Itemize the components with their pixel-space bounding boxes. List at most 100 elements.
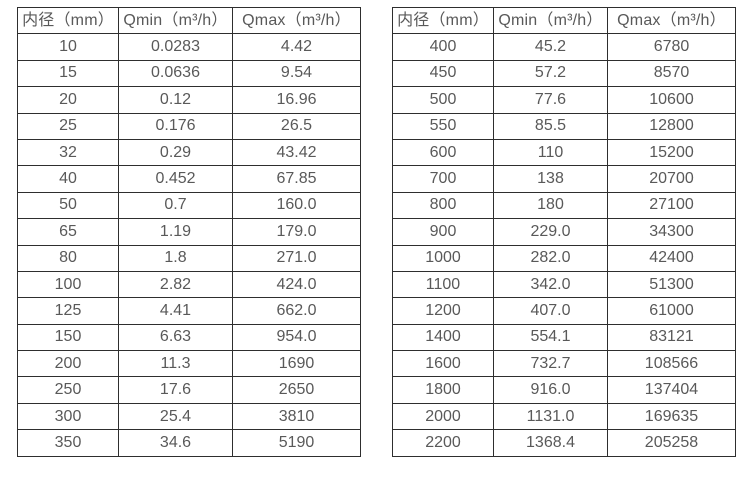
table-cell: 1131.0: [493, 402, 608, 431]
table-cell: 0.29: [118, 138, 233, 167]
table-cell: 500: [392, 86, 494, 114]
table-row: 350 34.6 5190: [17, 429, 361, 457]
table-cell: 2000: [392, 402, 494, 431]
table-cell: 1200: [392, 297, 494, 325]
table-row: 40 0.452 67.85: [17, 165, 361, 193]
table-row: 25 0.176 26.5: [17, 112, 361, 140]
table-row: 1100 342.0 51300: [392, 270, 736, 299]
table-cell: 9.54: [232, 59, 361, 88]
table-row: 1800 916.0 137404: [392, 376, 736, 404]
table-cell: 1800: [392, 376, 494, 404]
table-cell: 11.3: [118, 350, 233, 378]
table-cell: 916.0: [493, 376, 608, 404]
table-cell: 40: [17, 165, 119, 193]
table-row: 2000 1131.0 169635: [392, 402, 736, 431]
table-row: 450 57.2 8570: [392, 59, 736, 88]
table-cell: 169635: [607, 402, 736, 431]
table-cell: 51300: [607, 270, 736, 299]
table-cell: 450: [392, 59, 494, 88]
table-cell: 27100: [607, 191, 736, 220]
table-cell: 83121: [607, 323, 736, 352]
table-cell: 137404: [607, 376, 736, 404]
table-row: 900 229.0 34300: [392, 218, 736, 246]
header-row: 内径（mm） Qmin（m³/h） Qmax（m³/h）: [392, 6, 736, 35]
table-cell: 229.0: [493, 218, 608, 246]
table-row: 700 138 20700: [392, 165, 736, 193]
header-cell: Qmin（m³/h）: [118, 6, 233, 35]
table-cell: 1.8: [118, 244, 233, 272]
table-cell: 550: [392, 112, 494, 140]
table-cell: 407.0: [493, 297, 608, 325]
table-cell: 160.0: [232, 191, 361, 220]
table-row: 800 180 27100: [392, 191, 736, 220]
header-cell: Qmax（m³/h）: [607, 6, 736, 35]
table-row: 1600 732.7 108566: [392, 350, 736, 378]
table-row: 600 110 15200: [392, 138, 736, 167]
table-cell: 34.6: [118, 429, 233, 457]
table-cell: 16.96: [232, 86, 361, 114]
table-cell: 20700: [607, 165, 736, 193]
table-cell: 15: [17, 59, 119, 88]
table-row: 150 6.63 954.0: [17, 323, 361, 352]
table-row: 15 0.0636 9.54: [17, 59, 361, 88]
header-cell: 内径（mm）: [392, 6, 494, 35]
table-row: 1200 407.0 61000: [392, 297, 736, 325]
table-row: 50 0.7 160.0: [17, 191, 361, 220]
table-cell: 85.5: [493, 112, 608, 140]
table-cell: 6.63: [118, 323, 233, 352]
table-cell: 42400: [607, 244, 736, 272]
table-cell: 0.0636: [118, 59, 233, 88]
table-cell: 4.41: [118, 297, 233, 325]
table-cell: 0.7: [118, 191, 233, 220]
table-cell: 100: [17, 270, 119, 299]
table-cell: 424.0: [232, 270, 361, 299]
table-cell: 1368.4: [493, 429, 608, 457]
table-cell: 1000: [392, 244, 494, 272]
table-cell: 2.82: [118, 270, 233, 299]
table-cell: 1400: [392, 323, 494, 352]
table-cell: 180: [493, 191, 608, 220]
table-cell: 3810: [232, 402, 361, 431]
table-row: 2200 1368.4 205258: [392, 429, 736, 457]
table-row: 550 85.5 12800: [392, 112, 736, 140]
table-cell: 26.5: [232, 112, 361, 140]
table-cell: 400: [392, 33, 494, 61]
table-row: 100 2.82 424.0: [17, 270, 361, 299]
table-cell: 5190: [232, 429, 361, 457]
table-cell: 250: [17, 376, 119, 404]
table-row: 20 0.12 16.96: [17, 86, 361, 114]
table-cell: 34300: [607, 218, 736, 246]
table-row: 32 0.29 43.42: [17, 138, 361, 167]
table-cell: 65: [17, 218, 119, 246]
table-cell: 10: [17, 33, 119, 61]
table-cell: 900: [392, 218, 494, 246]
table-row: 300 25.4 3810: [17, 402, 361, 431]
table-cell: 1.19: [118, 218, 233, 246]
flow-spec-page: 内径（mm） Qmin（m³/h） Qmax（m³/h） 10 0.0283 4.42 15…: [17, 6, 736, 457]
table-cell: 700: [392, 165, 494, 193]
table-cell: 271.0: [232, 244, 361, 272]
table-cell: 1100: [392, 270, 494, 299]
table-cell: 25.4: [118, 402, 233, 431]
flow-table-large-diameters: 内径（mm） Qmin（m³/h） Qmax（m³/h） 400 45.2 6780 450…: [392, 6, 736, 457]
table-cell: 200: [17, 350, 119, 378]
table-row: 65 1.19 179.0: [17, 218, 361, 246]
table-row: 80 1.8 271.0: [17, 244, 361, 272]
table-cell: 12800: [607, 112, 736, 140]
table-cell: 2650: [232, 376, 361, 404]
table-cell: 17.6: [118, 376, 233, 404]
table-cell: 50: [17, 191, 119, 220]
header-cell: 内径（mm）: [17, 6, 119, 35]
table-row: 1000 282.0 42400: [392, 244, 736, 272]
table-cell: 2200: [392, 429, 494, 457]
table-cell: 800: [392, 191, 494, 220]
header-cell: Qmin（m³/h）: [493, 6, 608, 35]
table-cell: 1600: [392, 350, 494, 378]
table-cell: 77.6: [493, 86, 608, 114]
table-cell: 6780: [607, 33, 736, 61]
table-cell: 300: [17, 402, 119, 431]
table-row: 200 11.3 1690: [17, 350, 361, 378]
table-cell: 0.0283: [118, 33, 233, 61]
table-cell: 25: [17, 112, 119, 140]
table-cell: 108566: [607, 350, 736, 378]
